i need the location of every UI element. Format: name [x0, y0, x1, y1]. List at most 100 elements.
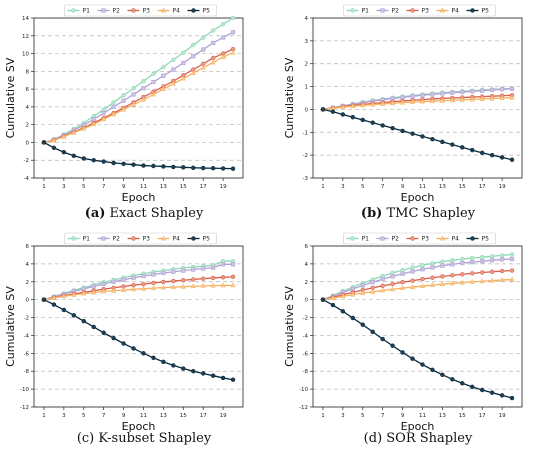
legend-marker — [71, 236, 76, 241]
series-line-P4 — [43, 284, 234, 301]
y-tick-label: 6 — [26, 244, 30, 250]
y-tick-label: 0 — [305, 298, 309, 304]
data-point — [101, 111, 106, 116]
data-point — [499, 257, 505, 262]
x-tick-label: 3 — [62, 413, 66, 419]
data-point — [390, 270, 395, 276]
data-point — [171, 67, 176, 72]
data-point — [51, 145, 57, 150]
x-tick-label: 9 — [401, 413, 405, 419]
legend-label-P2: P2 — [113, 8, 121, 15]
panel-caption: (a) Exact Shapley — [85, 206, 204, 221]
data-point — [390, 125, 395, 131]
data-point — [211, 40, 216, 45]
caption-label: (b) — [361, 206, 382, 221]
data-point — [479, 254, 485, 260]
data-point — [111, 100, 116, 105]
y-tick-label: 14 — [22, 16, 29, 22]
x-tick-label: 5 — [361, 184, 365, 190]
data-point — [459, 96, 465, 102]
data-point — [479, 278, 485, 284]
data-point — [131, 86, 136, 91]
data-point — [200, 283, 206, 288]
x-tick-label: 15 — [180, 413, 187, 419]
legend-label-P3: P3 — [422, 236, 430, 243]
data-point — [400, 280, 405, 285]
data-point — [489, 269, 495, 274]
data-point — [101, 330, 106, 335]
y-tick-label: -2 — [24, 158, 29, 164]
data-point — [131, 346, 136, 351]
data-point — [410, 278, 415, 283]
plot-frame — [312, 17, 523, 179]
x-tick-label: 17 — [479, 184, 486, 190]
data-point — [320, 297, 326, 302]
data-point — [380, 101, 386, 106]
data-point — [181, 50, 186, 55]
data-point — [181, 60, 186, 65]
legend-marker — [131, 236, 136, 241]
x-tick-label: 13 — [160, 184, 167, 190]
data-point — [181, 366, 186, 371]
data-point — [171, 278, 176, 284]
data-point — [41, 140, 47, 145]
data-point — [439, 97, 445, 103]
y-tick-label: 2 — [305, 280, 309, 286]
data-point — [499, 87, 505, 92]
x-tick-label: 3 — [62, 184, 66, 190]
legend-label-P1: P1 — [83, 236, 91, 243]
legend-label-P3: P3 — [422, 8, 430, 15]
data-point — [121, 341, 126, 346]
data-point — [489, 95, 495, 101]
x-tick-label: 5 — [82, 413, 86, 419]
legend-label-P2: P2 — [392, 236, 400, 243]
data-point — [91, 289, 97, 295]
y-tick-label: -10 — [299, 387, 308, 393]
y-tick-label: 0 — [305, 107, 309, 113]
data-point — [390, 100, 396, 106]
data-point — [350, 315, 356, 321]
legend: P1 P2 P3 P4 P5 — [64, 4, 217, 17]
x-tick-label: 1 — [321, 413, 325, 419]
data-point — [460, 89, 465, 95]
legend-marker — [470, 236, 475, 241]
data-point — [150, 285, 156, 291]
data-point — [170, 80, 176, 86]
x-tick-label: 9 — [122, 413, 126, 419]
data-point — [489, 152, 495, 158]
data-point — [71, 313, 77, 318]
data-point — [111, 104, 116, 109]
data-point — [360, 102, 366, 108]
x-tick-label: 7 — [102, 184, 106, 190]
x-tick-label: 5 — [361, 413, 365, 419]
data-point — [350, 114, 356, 120]
data-point — [141, 281, 146, 287]
data-point — [210, 55, 216, 61]
data-point — [91, 324, 96, 330]
caption-title: K-subset Shapley — [94, 431, 212, 446]
legend: P1 P2 P3 P4 P5 — [343, 232, 496, 245]
data-point — [420, 134, 425, 139]
data-point — [440, 372, 445, 377]
y-tick-label: -4 — [24, 333, 30, 339]
data-point — [330, 109, 336, 114]
legend-box — [343, 4, 496, 17]
data-point — [509, 276, 515, 282]
y-axis-label: Cumulative SV — [4, 286, 17, 367]
data-point — [480, 88, 485, 93]
legend-marker — [410, 8, 415, 13]
data-point — [61, 307, 67, 313]
data-point — [360, 322, 365, 327]
data-point — [460, 260, 465, 266]
data-point — [51, 137, 57, 143]
x-axis-label: Epoch — [401, 420, 435, 433]
data-point — [101, 107, 106, 112]
data-point — [71, 153, 77, 158]
data-point — [450, 142, 455, 147]
x-tick-label: 3 — [341, 184, 345, 190]
legend-box — [64, 232, 217, 245]
data-point — [440, 91, 445, 96]
data-point — [509, 94, 515, 100]
